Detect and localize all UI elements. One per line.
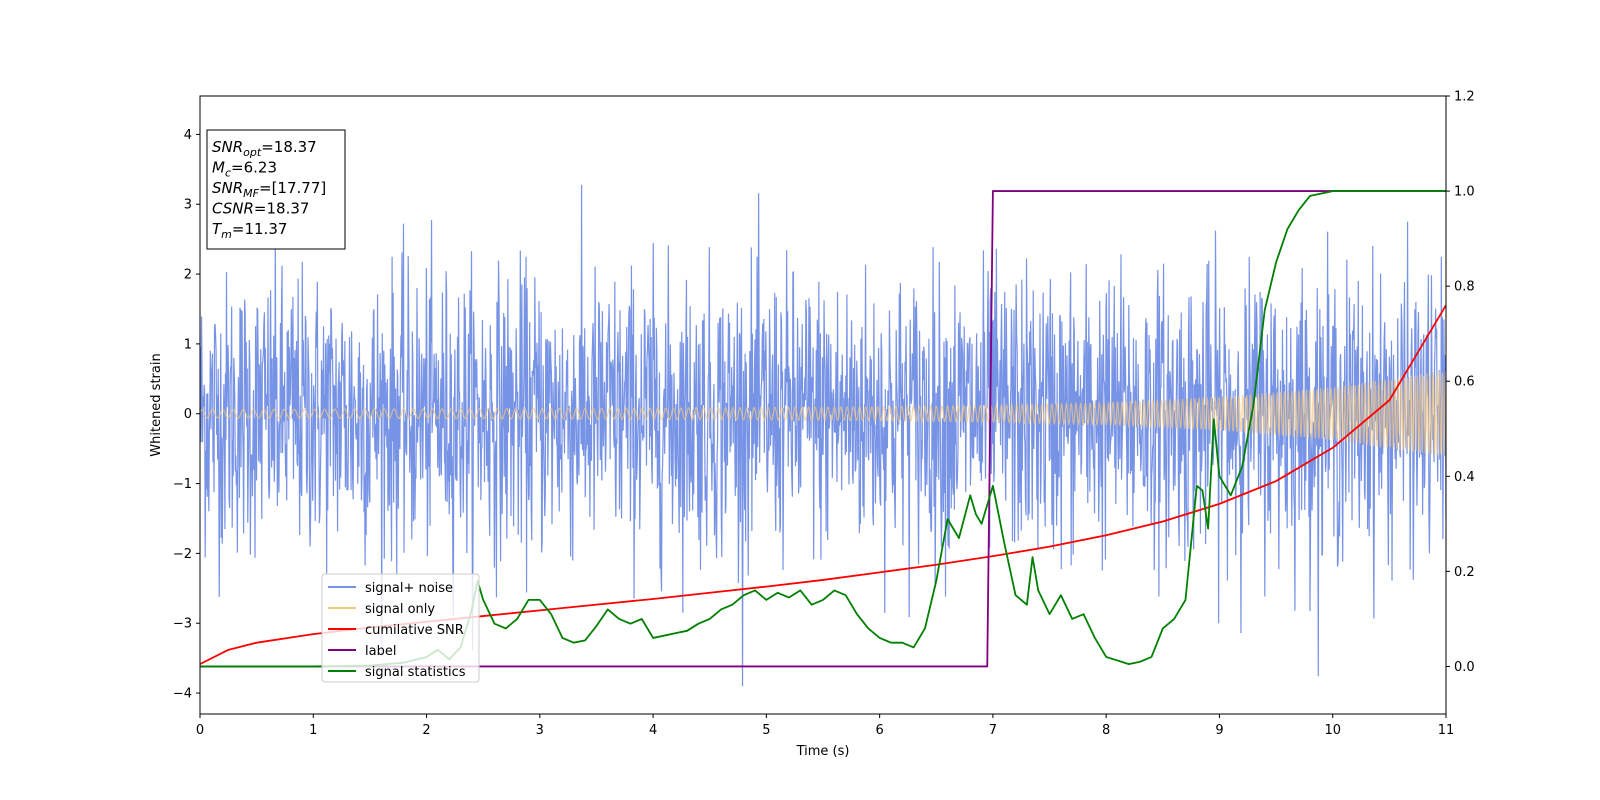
legend-label: label: [365, 644, 396, 659]
y2-tick-label: 0.6: [1454, 375, 1475, 390]
y2-tick-label: 0.2: [1454, 565, 1475, 580]
legend-label: signal only: [365, 602, 435, 617]
annotation-line: Mc=6.23: [212, 159, 277, 180]
x-tick-label: 1: [309, 723, 317, 738]
annotation-frame: [206, 129, 346, 250]
x-tick-label: 5: [762, 723, 770, 738]
y-axis-label: Whitened strain: [149, 353, 164, 456]
annotation-line: SNRopt=18.37: [212, 138, 317, 159]
x-tick-label: 3: [536, 723, 544, 738]
signal-only-series: [200, 371, 1446, 457]
legend-label: cumilative SNR: [365, 623, 464, 638]
y-tick-label: −2: [173, 547, 192, 562]
x-tick-label: 8: [1102, 723, 1110, 738]
legend: signal+ noise signal only cumilative SNR la…: [321, 573, 480, 683]
y-axis-ticks: −4 −3 −2 −1 0 1 2 3 4: [173, 128, 200, 702]
y2-tick-label: 0.4: [1454, 470, 1475, 485]
y-tick-label: 0: [184, 407, 192, 422]
plot-frame: [199, 95, 1447, 715]
y-tick-label: 4: [184, 128, 192, 143]
x-tick-label: 0: [196, 723, 204, 738]
x-tick-label: 6: [875, 723, 883, 738]
stats-annotation: SNRopt=18.37Mc=6.23SNRMF=[17.77]CSNR=18.…: [206, 129, 346, 250]
annotation-variable: CSNR: [212, 200, 254, 218]
annotation-value: =11.37: [232, 220, 288, 238]
annotation-subscript: m: [221, 228, 232, 241]
x-tick-label: 4: [649, 723, 657, 738]
y-tick-label: −3: [173, 617, 192, 632]
annotation-subscript: c: [225, 167, 231, 180]
x-tick-label: 9: [1215, 723, 1223, 738]
annotation-value: =18.37: [254, 200, 310, 218]
y2-tick-label: 1.0: [1454, 185, 1475, 200]
x-axis-label: Time (s): [796, 744, 850, 759]
y2-tick-label: 0.0: [1454, 660, 1475, 675]
annotation-subscript: MF: [243, 187, 259, 200]
legend-frame: [321, 573, 480, 683]
x-tick-label: 10: [1324, 723, 1341, 738]
y2-tick-label: 0.8: [1454, 280, 1475, 295]
annotation-variable: SNR: [212, 138, 243, 156]
x-tick-label: 11: [1438, 723, 1455, 738]
y2-tick-label: 1.2: [1454, 90, 1475, 105]
y-tick-label: 3: [184, 198, 192, 213]
annotation-value: =6.23: [231, 159, 277, 177]
annotation-variable: SNR: [212, 179, 243, 197]
annotation-line: Tm=11.37: [212, 220, 287, 241]
annotation-line: CSNR=18.37: [212, 200, 309, 218]
annotation-subscript: opt: [243, 146, 262, 159]
annotation-variable: M: [212, 159, 225, 177]
y2-axis-ticks: 0.0 0.2 0.4 0.6 0.8 1.0 1.2: [1446, 90, 1475, 675]
x-tick-label: 7: [989, 723, 997, 738]
y-tick-label: −4: [173, 687, 192, 702]
y-tick-label: −1: [173, 477, 192, 492]
legend-label: signal+ noise: [365, 581, 453, 596]
annotation-value: =18.37: [261, 138, 317, 156]
signal-statistics-series: [200, 190, 1446, 668]
annotation-variable: T: [212, 220, 223, 238]
y-tick-label: 1: [184, 337, 192, 352]
legend-label: signal statistics: [365, 665, 466, 680]
annotation-value: =[17.77]: [259, 179, 326, 197]
x-axis-ticks: 0 1 2 3 4 5 6 7 8 9 10 11: [196, 714, 1454, 738]
y-tick-label: 2: [184, 268, 192, 283]
annotation-line: SNRMF=[17.77]: [212, 179, 326, 200]
label-series: [200, 190, 1446, 668]
x-tick-label: 2: [422, 723, 430, 738]
